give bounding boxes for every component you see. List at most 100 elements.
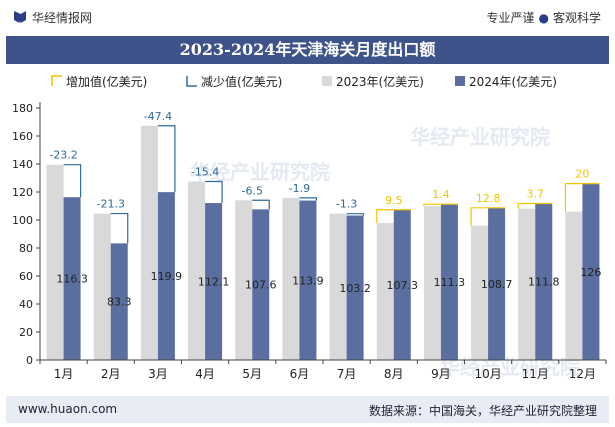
x-tick-label: 1月 xyxy=(54,367,74,381)
bar-value-label: 116.3 xyxy=(56,273,88,286)
bar-2024 xyxy=(488,207,506,360)
bar-2024 xyxy=(440,204,458,360)
footer: www.huaon.com 数据来源：中国海关，华经产业研究院整理 xyxy=(6,396,609,423)
change-label: -1.9 xyxy=(289,182,310,195)
x-tick-label: 12月 xyxy=(569,367,596,381)
x-tick-label: 9月 xyxy=(431,367,451,381)
change-label: 3.7 xyxy=(527,187,545,200)
tagline-left: 专业严谨 xyxy=(486,11,535,25)
change-bracket-increase xyxy=(423,203,458,207)
change-label: -1.3 xyxy=(336,198,357,211)
change-bracket-increase xyxy=(517,202,553,209)
watermark-text: 华经产业研究院 xyxy=(440,355,580,379)
bar-value-label: 111.8 xyxy=(528,276,560,289)
chart-title: 2023-2024年天津海关月度出口额 xyxy=(6,36,609,64)
x-axis: 1月 2月 3月 4月 5月 6月 7月 8月 9月 10月 11月 12月 xyxy=(39,359,607,381)
bar-value-label: 119.9 xyxy=(151,270,183,283)
x-tick-label: 11月 xyxy=(522,367,549,381)
y-tick-label: 0 xyxy=(26,354,33,367)
tagline: 专业严谨 ● 客观科学 xyxy=(486,9,601,26)
bar-2023 xyxy=(518,208,536,360)
bar-2023 xyxy=(376,223,394,360)
change-label: 1.4 xyxy=(432,188,450,201)
bar-value-label: 112.1 xyxy=(198,276,230,289)
change-bracket-decrease xyxy=(110,212,129,244)
x-tick-label: 3月 xyxy=(148,367,168,381)
bar-2023 xyxy=(471,225,489,360)
bar-2023 xyxy=(93,213,111,360)
bars: -23.2 116.3 -21.3 83.3 -47.4 119.9 -15.4 112.1 -… xyxy=(46,110,601,360)
y-tick-label: 120 xyxy=(12,186,33,199)
top-bar: 华经情报网 专业严谨 ● 客观科学 xyxy=(0,0,615,36)
footer-site: www.huaon.com xyxy=(18,402,118,416)
legend-label: 2023年(亿美元) xyxy=(336,74,424,89)
y-tick-label: 60 xyxy=(19,270,33,283)
bar-value-label: 108.7 xyxy=(481,278,513,291)
bar-2024 xyxy=(582,183,600,360)
bar-value-label: 111.3 xyxy=(434,276,466,289)
bar-2024 xyxy=(63,197,81,360)
x-tick-label: 5月 xyxy=(242,367,262,381)
change-bracket-decrease xyxy=(63,164,82,198)
bar-2024 xyxy=(252,209,270,360)
legend: 增加值(亿美元) 减少值(亿美元) 2023年(亿美元) 2024年(亿美元) xyxy=(51,74,557,89)
bar-2023 xyxy=(329,213,347,360)
change-bracket-increase xyxy=(376,209,411,224)
change-label: -47.4 xyxy=(144,110,172,123)
bar-value-label: 126 xyxy=(580,266,601,279)
bar-2023 xyxy=(282,197,300,360)
bar-2023 xyxy=(188,181,206,360)
legend-2023-swatch xyxy=(322,76,332,86)
y-tick-label: 20 xyxy=(19,326,33,339)
change-bracket-increase xyxy=(470,207,506,226)
change-label: -15.4 xyxy=(191,166,219,179)
x-tick-label: 7月 xyxy=(337,367,357,381)
y-tick-label: 180 xyxy=(12,102,33,115)
bar-2024 xyxy=(393,209,411,360)
bar-2024 xyxy=(299,200,317,360)
bar-value-label: 107.6 xyxy=(245,279,277,292)
change-label: 9.5 xyxy=(385,194,403,207)
bar-2023 xyxy=(565,211,583,360)
change-label: -6.5 xyxy=(242,184,263,197)
change-bracket-decrease xyxy=(205,180,223,204)
legend-label: 增加值(亿美元) xyxy=(66,74,147,89)
brand: 华经情报网 xyxy=(14,9,92,26)
brand-logo-icon xyxy=(14,11,26,23)
legend-label: 减少值(亿美元) xyxy=(201,74,282,89)
y-tick-label: 40 xyxy=(19,298,33,311)
bar-2024 xyxy=(157,192,175,360)
y-tick-label: 160 xyxy=(12,130,33,143)
legend-increase-swatch xyxy=(51,75,62,86)
x-tick-label: 8月 xyxy=(384,367,404,381)
bullet-icon: ● xyxy=(538,11,549,25)
change-label: 20 xyxy=(575,168,589,181)
bar-value-label: 107.3 xyxy=(387,279,419,292)
bar-2024 xyxy=(535,203,553,360)
bar-2024 xyxy=(346,215,364,360)
legend-2024-swatch xyxy=(455,76,465,86)
bar-2023 xyxy=(423,206,441,360)
y-axis: 0 20 40 60 80 100 120 140 160 180 xyxy=(12,102,41,367)
footer-source: 数据来源：中国海关，华经产业研究院整理 xyxy=(368,404,597,418)
y-tick-label: 100 xyxy=(12,214,33,227)
legend-label: 2024年(亿美元) xyxy=(469,74,557,89)
tagline-right: 客观科学 xyxy=(552,11,601,25)
bar-2023 xyxy=(140,125,158,360)
watermark-text: 华经产业研究院 xyxy=(410,125,550,149)
x-tick-label: 4月 xyxy=(195,367,215,381)
y-tick-label: 140 xyxy=(12,158,33,171)
bar-value-label: 83.3 xyxy=(107,296,132,309)
change-bracket-decrease xyxy=(157,125,176,193)
change-bracket-decrease xyxy=(299,197,318,201)
bar-2023 xyxy=(235,200,253,360)
legend-decrease-swatch xyxy=(186,76,197,87)
bar-2024 xyxy=(205,203,223,360)
change-label: -23.2 xyxy=(49,149,77,162)
change-bracket-decrease xyxy=(252,199,270,210)
change-bracket-decrease xyxy=(346,213,365,216)
bar-value-label: 103.2 xyxy=(339,282,371,295)
change-label: 12.8 xyxy=(476,192,501,205)
